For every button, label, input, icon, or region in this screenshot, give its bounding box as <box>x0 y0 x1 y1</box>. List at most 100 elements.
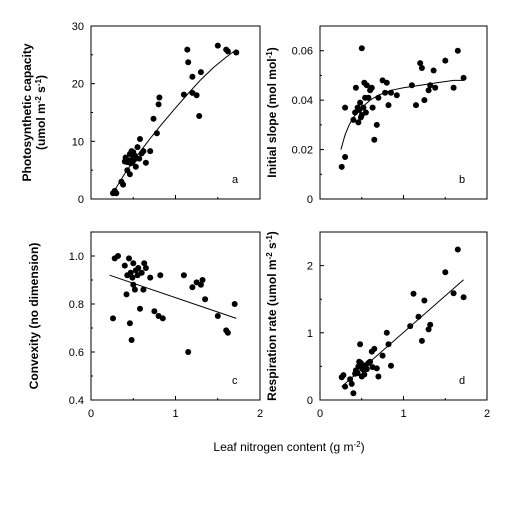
y-axis-title: Respiration rate (umol m-2 s-1) <box>265 231 280 401</box>
data-point <box>147 148 154 155</box>
data-point <box>127 269 134 276</box>
data-point <box>342 383 349 390</box>
data-point <box>121 262 128 269</box>
data-point <box>432 84 439 91</box>
data-point <box>180 91 187 98</box>
y-tick-label: 0 <box>78 194 84 206</box>
data-point <box>185 59 192 66</box>
data-point <box>231 301 238 307</box>
data-point <box>142 159 149 166</box>
y-tick-label: 0.06 <box>292 46 313 58</box>
data-point <box>375 94 382 101</box>
data-point <box>233 49 240 56</box>
data-point <box>130 281 137 288</box>
data-point <box>155 101 162 108</box>
data-point <box>454 246 461 253</box>
data-point <box>126 171 133 178</box>
data-point <box>442 269 449 276</box>
data-point <box>126 255 132 262</box>
data-point <box>224 48 231 55</box>
panel-letter: c <box>232 375 238 387</box>
data-point <box>442 57 449 64</box>
data-point <box>357 99 364 106</box>
data-point <box>368 84 375 91</box>
data-point <box>418 337 425 344</box>
fit-line <box>341 279 464 387</box>
data-point <box>352 84 359 91</box>
y-tick-label: 20 <box>72 79 84 91</box>
data-point <box>388 89 394 96</box>
x-axis-title: Leaf nitrogen content (g m-2) <box>213 440 364 455</box>
data-point <box>383 329 390 336</box>
data-point <box>159 315 166 322</box>
data-point <box>421 297 428 304</box>
data-point <box>151 308 158 315</box>
data-point <box>430 67 437 74</box>
data-point <box>450 290 457 297</box>
y-tick-label: 2 <box>307 261 313 273</box>
x-tick-label: 0 <box>317 408 323 420</box>
data-point <box>347 376 354 383</box>
data-point <box>427 321 434 328</box>
data-point <box>454 47 461 54</box>
data-point <box>383 79 390 86</box>
data-point <box>363 366 370 373</box>
data-point <box>184 46 191 53</box>
data-point <box>415 313 422 320</box>
data-point <box>379 352 386 359</box>
data-point <box>348 380 355 387</box>
data-point <box>131 152 138 159</box>
data-point <box>197 281 204 288</box>
data-point <box>197 69 204 76</box>
data-point <box>136 155 143 162</box>
y-axis-title: Initial slope (mol mol-1) <box>265 47 280 177</box>
data-point <box>357 360 364 366</box>
data-point <box>110 315 116 322</box>
data-point <box>214 313 221 319</box>
y-axis-title: (umol m-2 s-1) <box>34 75 49 150</box>
data-point <box>123 291 130 298</box>
data-point <box>385 341 392 348</box>
data-point <box>138 269 145 276</box>
y-tick-label: 0.6 <box>69 347 84 359</box>
x-tick-label: 2 <box>257 408 263 420</box>
data-point <box>135 265 142 271</box>
data-point <box>393 92 400 99</box>
data-point <box>128 337 135 343</box>
y-axis-title: Convexity (no dimension) <box>27 243 41 390</box>
data-point <box>407 323 414 330</box>
data-point <box>365 94 372 101</box>
data-point <box>355 119 362 126</box>
data-point <box>421 97 428 104</box>
data-point <box>150 115 157 122</box>
data-point <box>120 181 127 188</box>
data-point <box>338 163 345 170</box>
data-point <box>450 84 457 91</box>
y-tick-label: 0.8 <box>69 299 84 311</box>
data-point <box>410 290 417 297</box>
data-point <box>373 365 380 372</box>
data-point <box>157 272 164 279</box>
data-point <box>340 372 347 379</box>
data-point <box>180 272 187 279</box>
data-point <box>142 265 149 271</box>
data-point <box>417 60 424 67</box>
data-point <box>354 370 361 377</box>
fit-line <box>109 274 237 319</box>
data-point <box>342 104 349 111</box>
data-point <box>137 136 143 142</box>
data-point <box>134 144 141 151</box>
data-point <box>113 190 120 197</box>
y-axis-title: Photosynthetic capacity <box>20 43 34 181</box>
data-point <box>418 65 425 71</box>
data-point <box>373 121 380 128</box>
data-point <box>224 329 231 336</box>
y-tick-label: 1 <box>307 328 313 340</box>
y-tick-label: 0 <box>307 194 313 206</box>
data-point <box>141 260 148 267</box>
y-tick-label: 0.04 <box>292 95 313 107</box>
data-point <box>199 277 206 283</box>
y-tick-label: 0 <box>307 395 313 407</box>
data-point <box>371 345 378 352</box>
